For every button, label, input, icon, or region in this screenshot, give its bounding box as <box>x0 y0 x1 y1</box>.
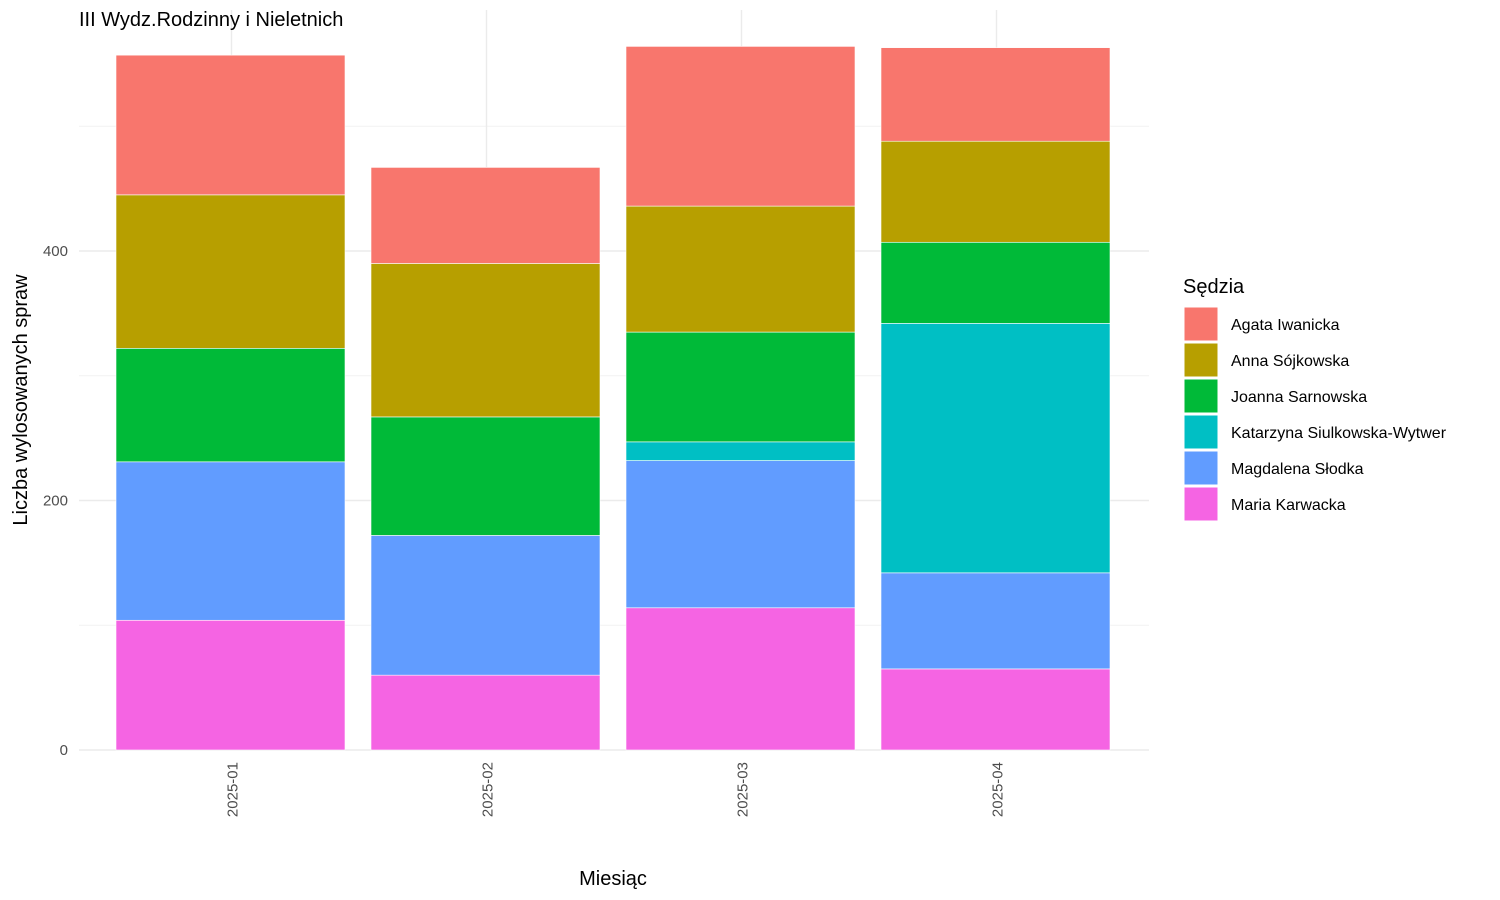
bar-segment <box>625 46 856 207</box>
legend: Sędzia Agata Iwanicka Anna Sójkowska Joann… <box>1183 276 1447 522</box>
legend-label: Joanna Sarnowska <box>1231 389 1367 406</box>
bar-segment <box>370 535 601 676</box>
bar-segment <box>115 619 346 751</box>
y-axis-ticks: 0 200 400 <box>43 243 68 759</box>
bar-segment <box>370 167 601 264</box>
bar-segment <box>880 140 1111 243</box>
legend-title: Sędzia <box>1183 276 1245 298</box>
bar-segment <box>115 461 346 621</box>
bar-segment <box>115 348 346 463</box>
legend-label: Anna Sójkowska <box>1231 353 1349 370</box>
legend-swatch <box>1183 306 1219 342</box>
legend-label: Katarzyna Siulkowska-Wytwer <box>1231 425 1447 442</box>
x-axis-title: Miesiąc <box>579 868 647 890</box>
x-axis-ticks: 2025-01 2025-02 2025-03 2025-04 <box>225 762 1007 817</box>
legend-label: Agata Iwanicka <box>1231 317 1340 334</box>
bar-segment <box>370 674 601 751</box>
bar-segment <box>880 668 1111 751</box>
bar-segment <box>625 460 856 609</box>
x-tick-label: 2025-02 <box>480 762 497 817</box>
legend-label: Maria Karwacka <box>1231 497 1346 514</box>
legend-swatch <box>1183 450 1219 486</box>
bar-segment <box>115 54 346 196</box>
legend-swatch <box>1183 414 1219 450</box>
bar-segment <box>115 194 346 349</box>
bars <box>115 46 1111 751</box>
y-tick-label: 0 <box>60 742 68 759</box>
bar-segment <box>880 572 1111 670</box>
bar-segment <box>880 241 1111 324</box>
x-tick-label: 2025-03 <box>735 762 752 817</box>
bar-segment <box>370 263 601 418</box>
x-tick-label: 2025-04 <box>990 762 1007 817</box>
y-tick-label: 200 <box>43 493 68 510</box>
bar-segment <box>880 47 1111 142</box>
y-tick-label: 400 <box>43 243 68 260</box>
bar-segment <box>625 441 856 461</box>
legend-swatch <box>1183 342 1219 378</box>
x-tick-label: 2025-01 <box>225 762 242 817</box>
bar-segment <box>880 323 1111 574</box>
chart-title: III Wydz.Rodzinny i Nieletnich <box>79 9 343 31</box>
legend-swatch <box>1183 486 1219 522</box>
bar-segment <box>625 205 856 333</box>
legend-label: Magdalena Słodka <box>1231 461 1364 478</box>
bar-segment <box>625 331 856 443</box>
bar-segment <box>625 607 856 751</box>
legend-swatch <box>1183 378 1219 414</box>
y-axis-title: Liczba wylosowanych spraw <box>10 274 32 526</box>
bar-segment <box>370 416 601 536</box>
